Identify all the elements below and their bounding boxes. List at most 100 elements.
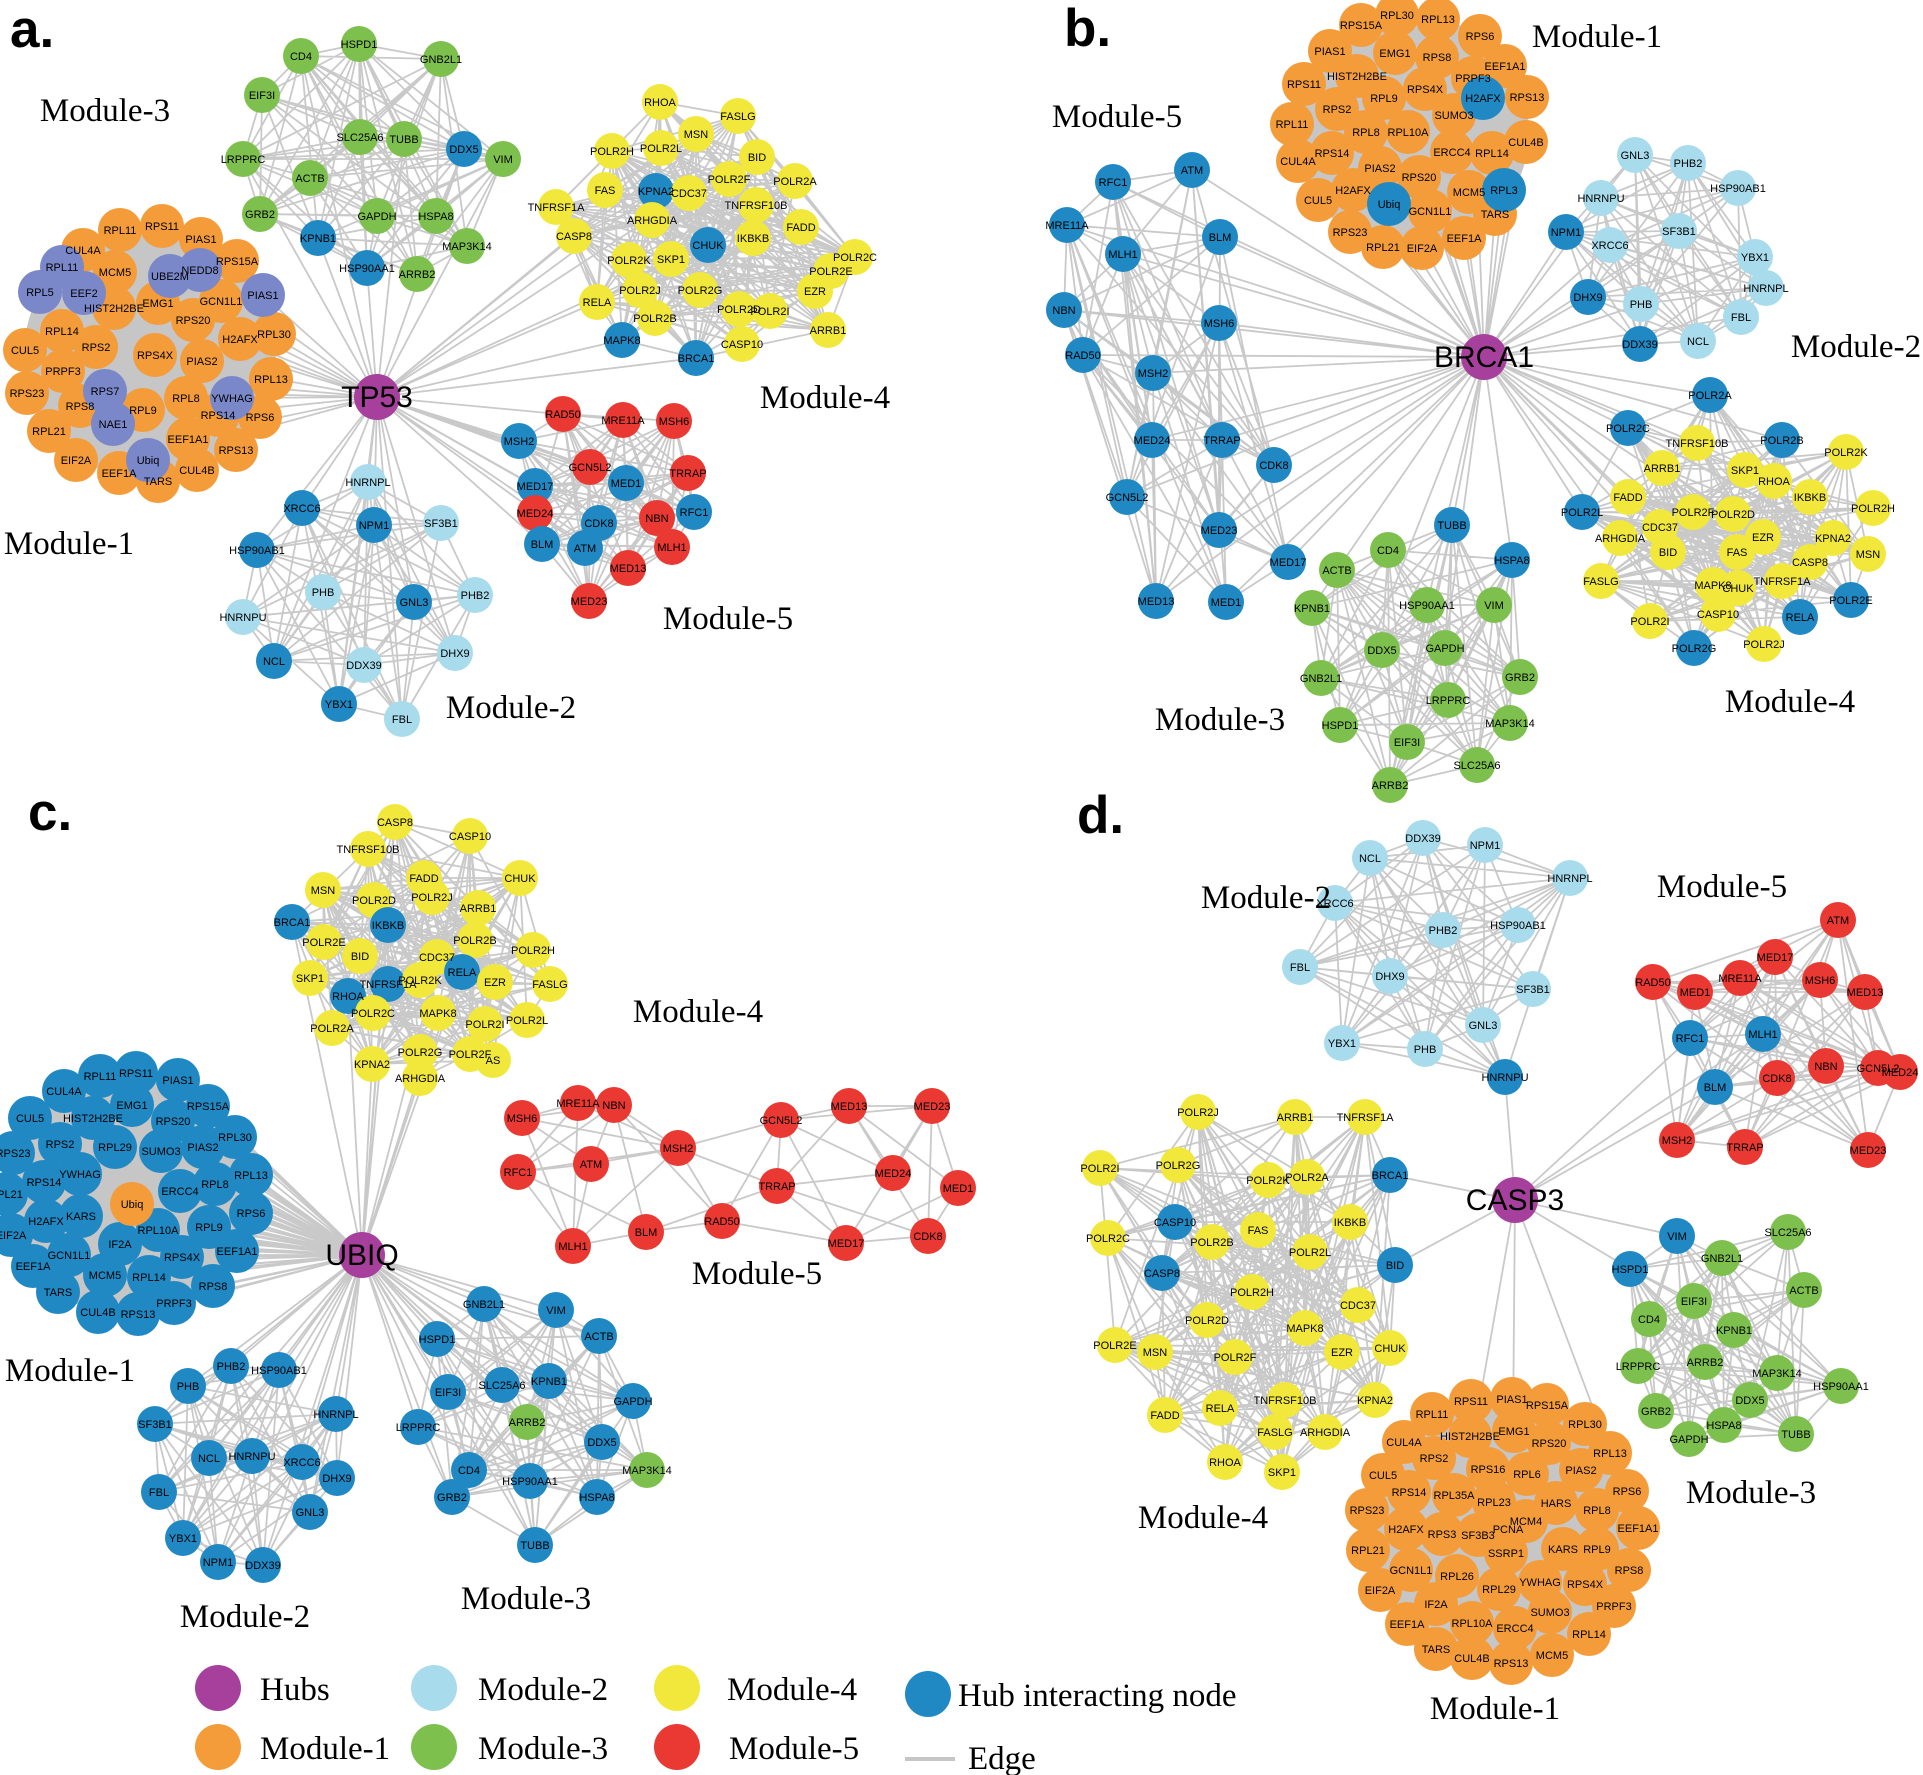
- svg-text:SF3B3: SF3B3: [1461, 1530, 1495, 1542]
- svg-text:EEF1A: EEF1A: [102, 468, 138, 480]
- svg-text:RHOA: RHOA: [1758, 476, 1790, 488]
- svg-text:RFC1: RFC1: [504, 1167, 533, 1179]
- svg-text:MSH6: MSH6: [507, 1113, 538, 1125]
- svg-text:TARS: TARS: [1481, 209, 1510, 221]
- svg-text:SLC25A6: SLC25A6: [1453, 760, 1500, 772]
- svg-text:CASP8: CASP8: [1144, 1268, 1180, 1280]
- svg-text:H2AFX: H2AFX: [222, 334, 258, 346]
- svg-text:H2AFX: H2AFX: [1388, 1524, 1424, 1536]
- svg-text:RPL21: RPL21: [1366, 242, 1400, 254]
- svg-text:MSH6: MSH6: [1805, 975, 1836, 987]
- svg-text:POLR2L: POLR2L: [1561, 507, 1603, 519]
- svg-text:POLR2D: POLR2D: [352, 895, 396, 907]
- svg-text:RPS8: RPS8: [1423, 52, 1452, 64]
- svg-text:HNRNPU: HNRNPU: [228, 1451, 275, 1463]
- svg-text:CHUK: CHUK: [1374, 1343, 1406, 1355]
- svg-text:Module-4: Module-4: [1138, 1500, 1268, 1536]
- svg-text:POLR2B: POLR2B: [1760, 435, 1803, 447]
- svg-text:RPS20: RPS20: [176, 315, 211, 327]
- svg-text:MLH1: MLH1: [558, 1241, 587, 1253]
- svg-text:GAPDH: GAPDH: [1425, 643, 1464, 655]
- svg-text:PIAS2: PIAS2: [186, 356, 217, 368]
- svg-text:PIAS2: PIAS2: [1565, 1465, 1596, 1477]
- svg-text:HSPD1: HSPD1: [1322, 720, 1359, 732]
- svg-text:Module-5: Module-5: [729, 1731, 859, 1767]
- svg-text:CUL4A: CUL4A: [1280, 156, 1316, 168]
- svg-text:MED17: MED17: [828, 1238, 865, 1250]
- svg-text:RFC1: RFC1: [1676, 1033, 1705, 1045]
- svg-text:RPS2: RPS2: [1323, 104, 1352, 116]
- svg-text:POLR2D: POLR2D: [1711, 509, 1755, 521]
- svg-text:CUL4A: CUL4A: [46, 1086, 82, 1098]
- svg-text:HSP90AB1: HSP90AB1: [251, 1365, 307, 1377]
- svg-text:POLR2G: POLR2G: [1672, 643, 1717, 655]
- svg-text:POLR2E: POLR2E: [1093, 1340, 1136, 1352]
- svg-text:TRRAP: TRRAP: [758, 1181, 795, 1193]
- svg-text:RHOA: RHOA: [1209, 1457, 1241, 1469]
- svg-text:RPL11: RPL11: [84, 1071, 117, 1083]
- svg-text:YWHAG: YWHAG: [59, 1169, 101, 1181]
- svg-text:BID: BID: [351, 951, 369, 963]
- svg-text:PRPF3: PRPF3: [45, 366, 80, 378]
- svg-text:HSP90AA1: HSP90AA1: [1813, 1381, 1869, 1393]
- svg-text:ARHGDIA: ARHGDIA: [395, 1073, 446, 1085]
- svg-text:TARS: TARS: [144, 476, 173, 488]
- svg-text:KPNA2: KPNA2: [354, 1059, 390, 1071]
- svg-text:YWHAG: YWHAG: [1519, 1577, 1561, 1589]
- svg-text:POLR2F: POLR2F: [708, 174, 751, 186]
- svg-text:MAP3K14: MAP3K14: [442, 241, 492, 253]
- svg-text:CDC37: CDC37: [671, 188, 707, 200]
- svg-text:RPS13: RPS13: [1510, 92, 1545, 104]
- svg-text:GNL3: GNL3: [400, 597, 429, 609]
- svg-text:POLR2J: POLR2J: [1743, 639, 1785, 651]
- svg-text:CASP10: CASP10: [449, 831, 491, 843]
- svg-text:RFC1: RFC1: [680, 507, 709, 519]
- svg-text:Module-3: Module-3: [478, 1731, 608, 1767]
- svg-text:Ubiq: Ubiq: [137, 455, 160, 467]
- svg-text:GAPDH: GAPDH: [1669, 1434, 1708, 1446]
- svg-text:POLR2F: POLR2F: [1672, 507, 1715, 519]
- svg-text:POLR2K: POLR2K: [398, 975, 442, 987]
- svg-text:PHB: PHB: [312, 587, 335, 599]
- svg-text:RPL11: RPL11: [1276, 119, 1309, 131]
- svg-text:SLC25A6: SLC25A6: [478, 1380, 525, 1392]
- svg-text:NPM1: NPM1: [1470, 840, 1501, 852]
- svg-text:EEF1A1: EEF1A1: [168, 434, 209, 446]
- svg-text:TNFRSF1A: TNFRSF1A: [360, 979, 418, 991]
- svg-text:RPL8: RPL8: [172, 393, 200, 405]
- svg-text:RFC1: RFC1: [1099, 177, 1128, 189]
- svg-text:PHB2: PHB2: [1674, 158, 1703, 170]
- svg-text:RPL8: RPL8: [201, 1179, 229, 1191]
- svg-text:POLR2I: POLR2I: [750, 306, 789, 318]
- svg-text:HNRNPU: HNRNPU: [1577, 193, 1624, 205]
- svg-text:EEF2: EEF2: [70, 288, 98, 300]
- svg-text:ERCC4: ERCC4: [1496, 1623, 1533, 1635]
- svg-text:DDX5: DDX5: [587, 1437, 616, 1449]
- svg-text:EMG1: EMG1: [142, 298, 173, 310]
- svg-text:POLR2H: POLR2H: [1851, 503, 1895, 515]
- svg-text:PHB: PHB: [1630, 299, 1653, 311]
- svg-text:RPS15A: RPS15A: [187, 1101, 230, 1113]
- svg-text:FBL: FBL: [1731, 312, 1751, 324]
- svg-text:KPNB1: KPNB1: [300, 233, 336, 245]
- svg-text:RPS2: RPS2: [1420, 1453, 1449, 1465]
- svg-text:FADD: FADD: [1150, 1410, 1179, 1422]
- svg-text:RPS2: RPS2: [82, 342, 111, 354]
- svg-text:Module-5: Module-5: [1657, 869, 1787, 905]
- svg-text:RPL21: RPL21: [32, 426, 66, 438]
- svg-text:GCN1L1: GCN1L1: [48, 1250, 91, 1262]
- svg-text:MCM5: MCM5: [1453, 187, 1485, 199]
- svg-text:TNFRSF1A: TNFRSF1A: [1754, 576, 1812, 588]
- svg-text:CHUK: CHUK: [1722, 583, 1754, 595]
- svg-text:PRPF3: PRPF3: [1455, 73, 1490, 85]
- svg-text:RPL21: RPL21: [0, 1189, 23, 1201]
- svg-text:RPS23: RPS23: [0, 1148, 30, 1160]
- svg-text:H2AFX: H2AFX: [1335, 185, 1371, 197]
- svg-text:RPS4X: RPS4X: [164, 1252, 201, 1264]
- svg-text:POLR2G: POLR2G: [678, 285, 723, 297]
- svg-text:CUL5: CUL5: [11, 345, 39, 357]
- svg-text:MED1: MED1: [1211, 597, 1242, 609]
- svg-text:RPS15A: RPS15A: [216, 256, 259, 268]
- svg-text:RPL10A: RPL10A: [1452, 1618, 1494, 1630]
- svg-text:Module-5: Module-5: [692, 1256, 822, 1292]
